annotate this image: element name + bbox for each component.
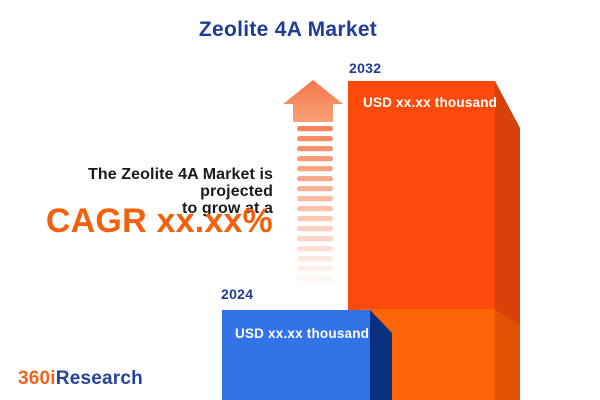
arrow-dash xyxy=(297,136,333,142)
cagr-text: CAGR xx.xx% xyxy=(45,202,273,240)
baseline-block-side xyxy=(495,309,520,400)
logo-part-360i: 360i xyxy=(18,368,56,389)
arrow-dash xyxy=(297,256,333,262)
arrow-dash xyxy=(297,276,333,282)
arrow-dash xyxy=(297,206,333,212)
arrow-dash xyxy=(297,236,333,242)
tagline: The Zeolite 4A Market is projected to gr… xyxy=(20,166,273,217)
bar-2024-value-label: USD xx.xx thousand xyxy=(235,326,370,341)
page-title: Zeolite 4A Market xyxy=(198,18,378,41)
arrow-dash xyxy=(297,246,333,252)
bar-2024 xyxy=(222,310,392,400)
logo-part-research: Research xyxy=(55,368,143,389)
year-label-2024: 2024 xyxy=(221,286,254,302)
arrow-dash xyxy=(297,216,333,222)
arrow-dash xyxy=(297,146,333,152)
arrow-dash xyxy=(297,196,333,202)
arrow-dash xyxy=(297,176,333,182)
brand-logo: 360iResearch xyxy=(18,368,143,390)
bar-2024-side xyxy=(370,310,392,400)
bar-2032-baseline-block xyxy=(360,309,520,400)
arrow-dash xyxy=(297,126,333,132)
tagline-line1: The Zeolite 4A Market is projected xyxy=(88,166,273,200)
arrow-dash xyxy=(297,156,333,162)
arrow-dash xyxy=(297,166,333,172)
tagline-line2: to grow at a xyxy=(182,200,273,217)
year-label-2032: 2032 xyxy=(349,60,382,76)
baseline-block-front xyxy=(360,309,495,400)
arrow-head xyxy=(283,80,343,122)
arrow-dashes xyxy=(297,126,333,282)
growth-arrow-icon xyxy=(283,80,343,282)
bar-2032-value-label: USD xx.xx thousand xyxy=(363,95,498,110)
arrow-dash xyxy=(297,186,333,192)
bar-2024-front xyxy=(222,310,370,400)
arrow-dash xyxy=(297,226,333,232)
arrow-dash xyxy=(297,266,333,272)
